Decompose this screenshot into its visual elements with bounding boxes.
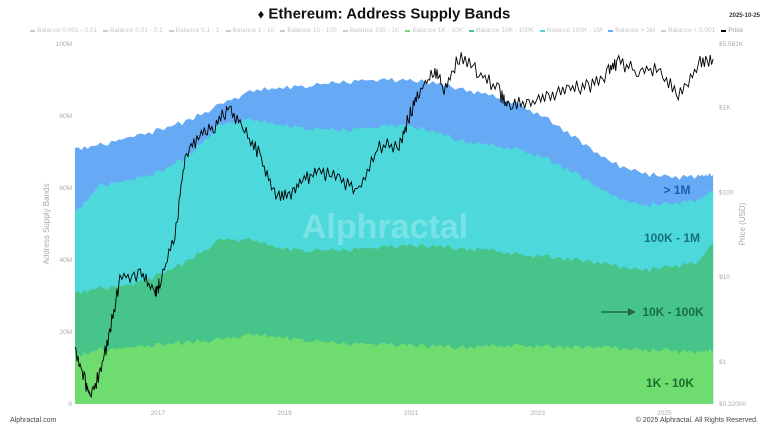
x-tick-label: 2017: [151, 410, 166, 417]
y-tick-label: 60M: [59, 185, 72, 192]
legend-label: Balance 10K - 100K: [476, 27, 534, 34]
legend-label: Price: [728, 27, 744, 34]
y2-tick-label: $100: [719, 189, 734, 196]
annotation-arrow-icon: [628, 308, 636, 316]
legend-label: Balance > 1M: [615, 27, 656, 34]
band-label: 100K - 1M: [644, 231, 700, 245]
x-tick-label: 2019: [277, 410, 292, 417]
legend-item[interactable]: Price: [721, 27, 743, 34]
area-balance-1k-10k: [75, 333, 714, 404]
legend-label: Balance 100K - 1M: [546, 27, 603, 34]
y-tick-label: 0: [68, 401, 72, 408]
legend-marker-icon: [342, 29, 348, 32]
legend-item[interactable]: Balance > 1M: [608, 27, 655, 34]
legend-item[interactable]: Balance 100 - 1K: [342, 27, 400, 34]
date-label: 2025-10-25: [729, 13, 760, 19]
legend-label: Balance 100 - 1K: [349, 27, 400, 34]
legend-label: Balance 10 - 100: [287, 27, 337, 34]
ethereum-diamond-icon: ♦: [257, 6, 265, 22]
legend-marker-icon: [721, 29, 727, 32]
chart-title: ♦ Ethereum: Address Supply Bands: [257, 5, 511, 23]
band-label: 10K - 100K: [642, 305, 704, 319]
y-tick-label: 20M: [59, 329, 72, 336]
legend-label: Balance 0.001 - 0.01: [37, 27, 97, 34]
y2-tick-label: $10: [719, 274, 730, 281]
y2-tick-label: $0.32000: [719, 401, 746, 408]
legend-marker-icon: [225, 29, 231, 32]
legend-marker-icon: [103, 29, 108, 32]
footer-site: Alphractal.com: [10, 417, 57, 424]
legend-label: Balance 1K - 10K: [412, 27, 464, 34]
legend-label: Balance 0.1 - 1: [175, 27, 220, 34]
y2-tick-label: $5.581K: [719, 41, 744, 48]
legend-item[interactable]: Balance 1 - 10: [225, 27, 275, 34]
footer-copyright: © 2025 Alphractal. All Rights Reserved.: [635, 417, 758, 424]
legend-item[interactable]: Balance 0.01 - 0.1: [103, 27, 163, 34]
legend-marker-icon: [30, 29, 35, 32]
y2-tick-label: $1: [719, 359, 727, 366]
y2-axis-title: Price (USD): [738, 202, 747, 245]
y-tick-label: 100M: [56, 41, 72, 48]
legend-item[interactable]: Balance < 0.001: [661, 27, 715, 34]
legend-item[interactable]: Balance 0.1 - 1: [168, 27, 220, 34]
legend-marker-icon: [168, 29, 174, 32]
legend-marker-icon: [608, 29, 614, 32]
legend-marker-icon: [539, 29, 545, 32]
price-line: [74, 52, 714, 399]
y-tick-label: 40M: [59, 257, 72, 264]
legend-label: Balance 1 - 10: [232, 27, 275, 34]
x-tick-label: 2021: [404, 410, 419, 417]
legend-item[interactable]: Balance 10 - 100: [280, 27, 337, 34]
y-axis-title: Address Supply Bands: [42, 184, 51, 265]
legend: Balance 0.001 - 0.01 Balance 0.01 - 0.1 Ba…: [30, 27, 743, 34]
legend-item[interactable]: Balance 100K - 1M: [539, 27, 603, 34]
x-tick-label: 2025: [657, 410, 672, 417]
legend-label: Balance 0.01 - 0.1: [110, 27, 163, 34]
legend-marker-icon: [280, 29, 286, 32]
legend-item[interactable]: Balance 10K - 100K: [469, 27, 534, 34]
band-label: 1K - 10K: [646, 376, 694, 390]
legend-marker-icon: [469, 29, 475, 32]
legend-marker-icon: [661, 29, 667, 32]
x-tick-label: 2023: [531, 410, 546, 417]
legend-item[interactable]: Balance 0.001 - 0.01: [30, 27, 97, 34]
y-tick-label: 80M: [59, 113, 72, 120]
legend-marker-icon: [405, 29, 411, 32]
watermark: Alphractal: [302, 208, 468, 246]
y2-tick-label: $1K: [719, 104, 731, 111]
legend-label: Balance < 0.001: [668, 27, 716, 34]
legend-item[interactable]: Balance 1K - 10K: [405, 27, 463, 34]
band-label: > 1M: [663, 183, 690, 197]
